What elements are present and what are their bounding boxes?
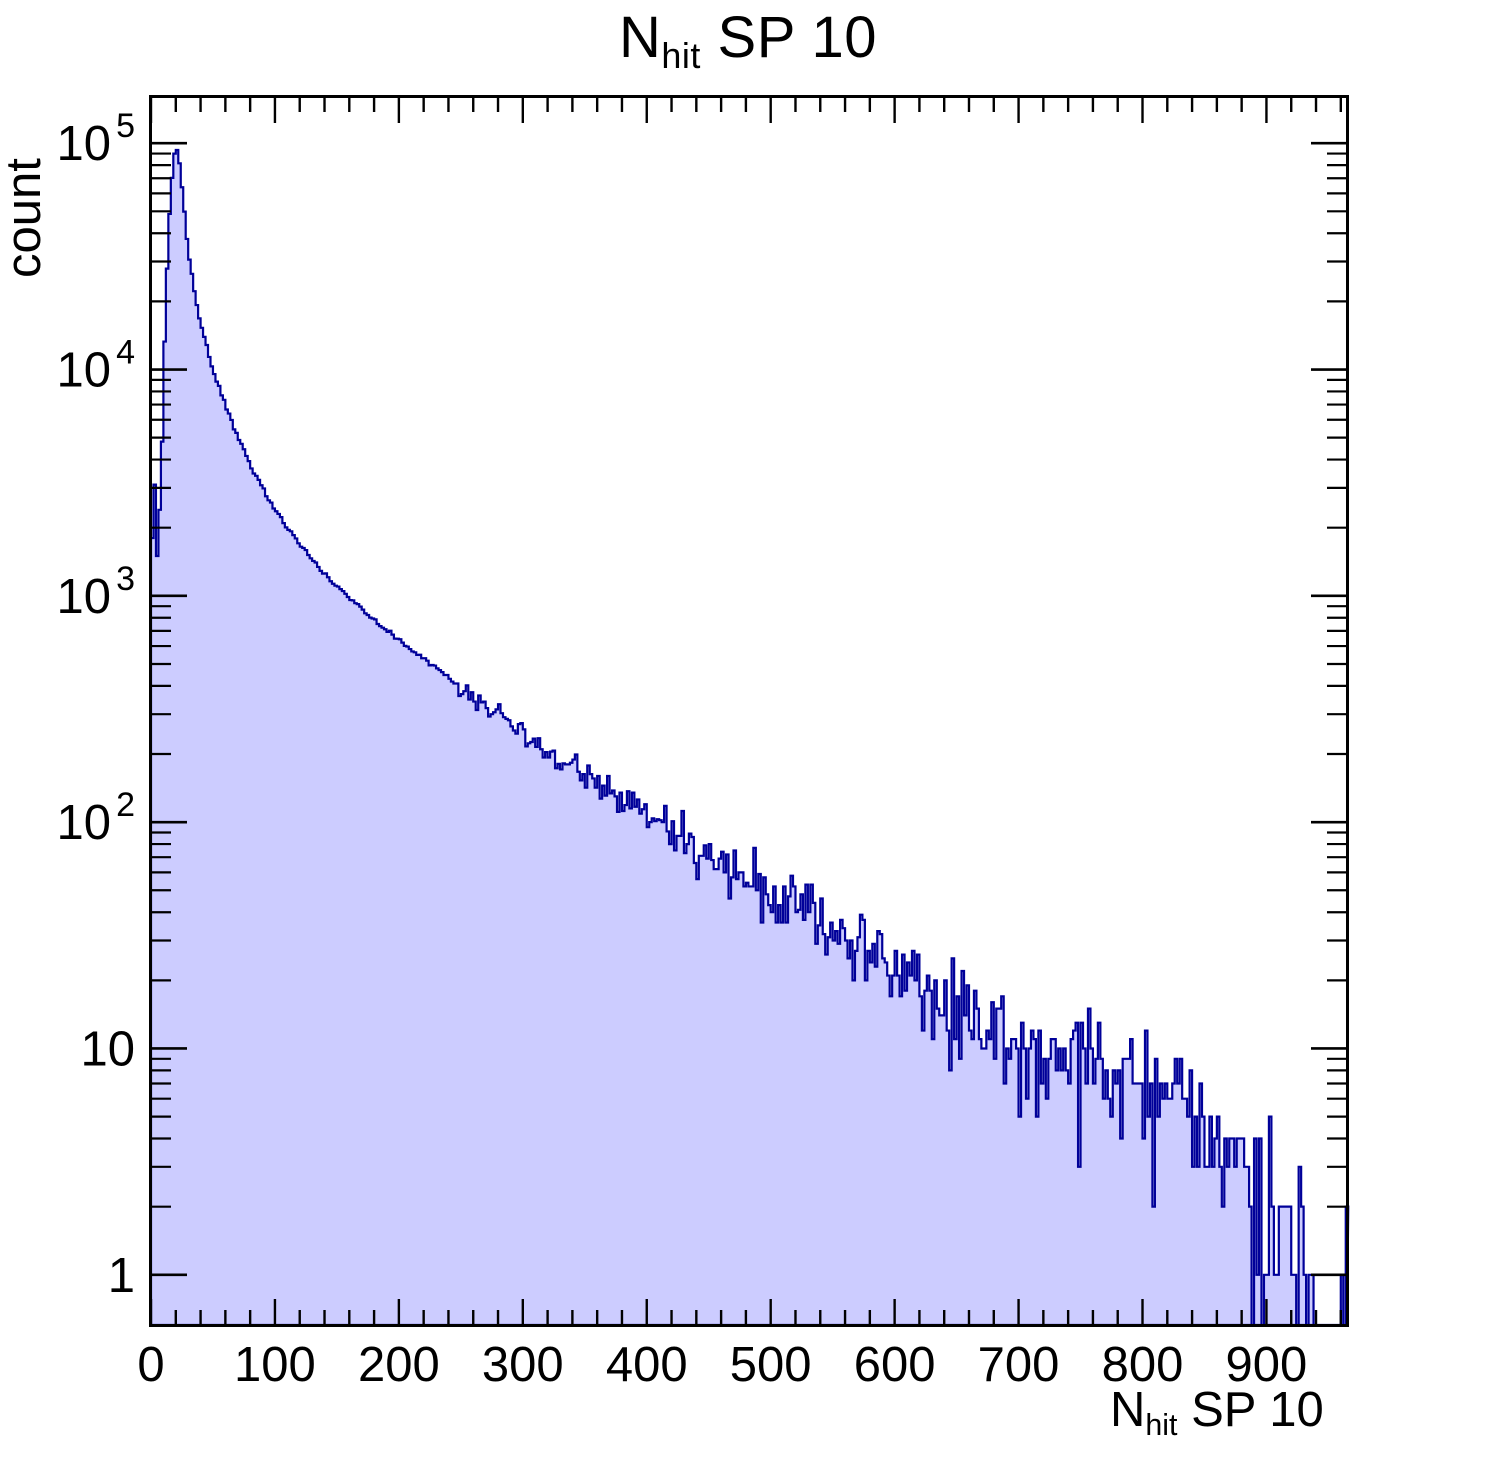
histogram-series xyxy=(149,148,1350,1327)
chart-title-rest: SP 10 xyxy=(700,5,877,70)
x-tick-label: 600 xyxy=(854,1338,936,1392)
x-axis-title-rest: SP 10 xyxy=(1177,1383,1324,1437)
chart-title-base: N xyxy=(619,5,662,70)
y-tick-label-exponent: 3 xyxy=(116,560,135,598)
histogram-area xyxy=(149,148,1350,1327)
y-tick-label-base: 10 xyxy=(56,117,111,171)
x-axis-title-subscript: hit xyxy=(1145,1408,1178,1443)
x-axis-title: Nhit SP 10 xyxy=(1110,1382,1324,1443)
chart-title-subscript: hit xyxy=(661,34,701,76)
x-tick-label: 300 xyxy=(482,1338,564,1392)
axis-tick-labels: 0 100 200 300 400 500 600 700 800 900110210310410… xyxy=(56,107,1307,1392)
y-tick-label-base: 10 xyxy=(56,570,111,624)
x-axis-title-base: N xyxy=(1110,1383,1146,1437)
plot-frame xyxy=(149,95,1349,1327)
y-tick-label-base: 10 xyxy=(56,344,111,398)
x-tick-label: 400 xyxy=(606,1338,688,1392)
axis-ticks xyxy=(149,97,1347,1325)
y-tick-label-base: 1 xyxy=(108,1249,135,1303)
x-tick-label: 100 xyxy=(234,1338,316,1392)
x-tick-label: 0 xyxy=(137,1338,164,1392)
y-tick-label-base: 10 xyxy=(80,1022,135,1076)
y-tick-label-exponent: 2 xyxy=(116,786,135,824)
x-tick-label: 200 xyxy=(358,1338,440,1392)
y-tick-label-exponent: 5 xyxy=(116,107,135,145)
x-tick-label: 700 xyxy=(978,1338,1060,1392)
y-tick-label-base: 10 xyxy=(56,796,111,850)
chart-title: Nhit SP 10 xyxy=(0,4,1496,77)
y-tick-label: 310 xyxy=(56,560,135,624)
y-tick-label: 510 xyxy=(56,107,135,171)
x-tick-label: 800 xyxy=(1102,1338,1184,1392)
y-tick-label: 10 xyxy=(80,1022,135,1076)
x-tick-label: 500 xyxy=(730,1338,812,1392)
y-tick-label: 410 xyxy=(56,334,135,398)
y-tick-label-exponent: 4 xyxy=(116,334,135,372)
x-tick-label: 900 xyxy=(1226,1338,1308,1392)
y-tick-label: 210 xyxy=(56,786,135,850)
y-tick-label: 1 xyxy=(108,1249,135,1303)
